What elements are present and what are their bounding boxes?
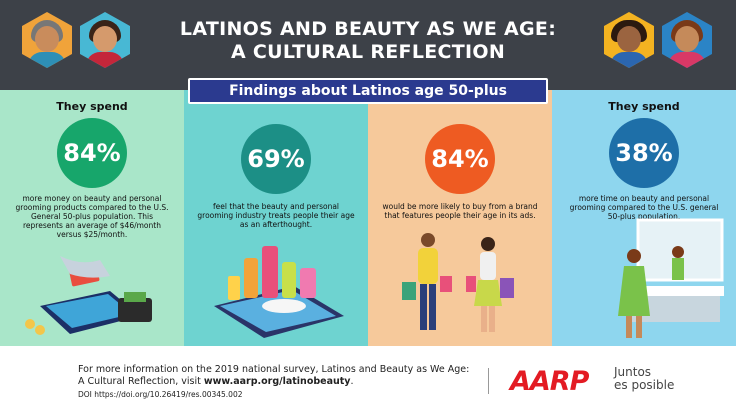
stat-circle: 69% xyxy=(241,124,311,194)
title-line-2: A CULTURAL REFLECTION xyxy=(230,41,506,63)
panel-description: would be more likely to buy from a brand… xyxy=(382,202,538,220)
panel-description: feel that the beauty and personal groomi… xyxy=(197,202,355,229)
woman-at-mirror-illustration xyxy=(618,218,724,338)
footer: For more information on the 2019 nationa… xyxy=(0,346,736,413)
footer-text-end: . xyxy=(350,376,354,387)
footer-text: For more information on the 2019 nationa… xyxy=(78,364,478,388)
header: LATINOS AND BEAUTY AS WE AGE: A CULTURAL… xyxy=(0,0,736,90)
tagline-line-1: Juntos xyxy=(614,365,652,379)
panel-description: more time on beauty and personal groomin… xyxy=(569,194,719,221)
tagline-line-2: es posible xyxy=(614,378,675,392)
panel-label: They spend xyxy=(608,100,680,113)
footer-link[interactable]: www.aarp.org/latinobeauty xyxy=(203,376,351,387)
panel-brand-ads: 84% would be more likely to buy from a b… xyxy=(368,90,552,346)
page-title: LATINOS AND BEAUTY AS WE AGE: A CULTURAL… xyxy=(150,18,586,64)
avatar-woman xyxy=(80,12,130,68)
footer-text-intro: For more information on the 2019 nationa… xyxy=(78,364,470,387)
doi-text: DOI https://doi.org/10.26419/res.00345.0… xyxy=(78,390,243,399)
panel-label: They spend xyxy=(56,100,128,113)
aarp-tagline: Juntos es posible xyxy=(614,366,674,392)
title-line-1: LATINOS AND BEAUTY AS WE AGE: xyxy=(179,18,557,40)
stat-circle: 84% xyxy=(57,118,127,188)
avatar-man xyxy=(662,12,712,68)
aarp-logo: AARP xyxy=(510,366,589,397)
avatar-woman-curly xyxy=(604,12,654,68)
panel-spend-time: They spend 38% more time on beauty and p… xyxy=(552,90,736,346)
stat-circle: 84% xyxy=(425,124,495,194)
shopping-couple-illustration xyxy=(402,233,514,332)
panel-description: more money on beauty and personal groomi… xyxy=(15,194,169,239)
footer-divider xyxy=(488,368,489,394)
panel-industry-afterthought: 69% feel that the beauty and personal gr… xyxy=(184,90,368,346)
avatar-man-glasses xyxy=(22,12,72,68)
stat-circle: 38% xyxy=(609,118,679,188)
beauty-products-on-phone-illustration xyxy=(214,246,344,338)
findings-banner: Findings about Latinos age 50-plus xyxy=(188,78,548,104)
panel-spend-money: They spend 84% more money on beauty and … xyxy=(0,90,184,346)
credit-card-payment-illustration xyxy=(25,256,152,335)
